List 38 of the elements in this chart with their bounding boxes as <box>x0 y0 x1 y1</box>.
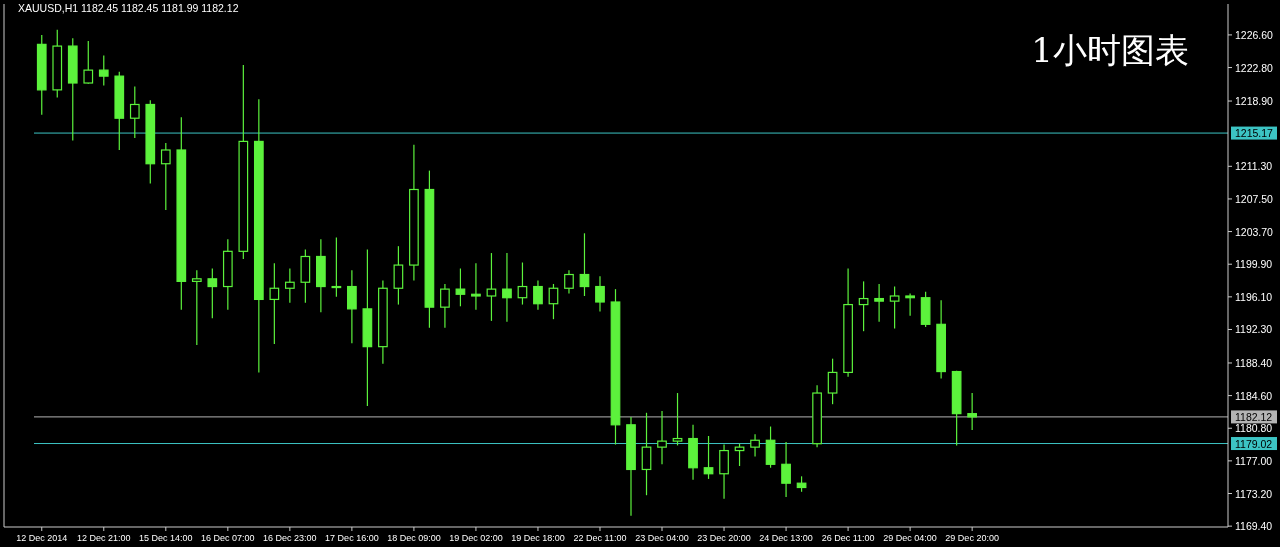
y-tick-label: 1211.30 <box>1235 160 1273 173</box>
annotation: 1小时图表 <box>1031 30 1189 70</box>
x-tick-label: 23 Dec 04:00 <box>635 533 689 543</box>
ref-line-label: 1215.17 <box>1235 127 1274 140</box>
x-tick-label: 19 Dec 02:00 <box>449 533 503 543</box>
x-tick-label: 12 Dec 2014 <box>16 533 68 543</box>
x-tick-label: 16 Dec 07:00 <box>201 533 255 543</box>
y-tick-label: 1184.60 <box>1235 389 1273 402</box>
x-tick-label: 12 Dec 21:00 <box>77 533 131 543</box>
y-tick-label: 1226.60 <box>1235 28 1274 41</box>
x-tick-label: 16 Dec 23:00 <box>263 533 317 543</box>
x-tick-label: 24 Dec 13:00 <box>759 533 813 543</box>
x-tick-label: 23 Dec 20:00 <box>697 533 751 543</box>
x-tick-label: 22 Dec 11:00 <box>573 533 627 543</box>
y-tick-label: 1196.10 <box>1235 290 1273 303</box>
x-tick-label: 18 Dec 09:00 <box>387 533 441 543</box>
x-tick-label: 17 Dec 16:00 <box>325 533 379 543</box>
x-tick-label: 29 Dec 04:00 <box>883 533 937 543</box>
chart-title: XAUUSD,H1 1182.45 1182.45 1181.99 1182.12 <box>18 2 239 14</box>
x-tick-label: 15 Dec 14:00 <box>139 533 193 543</box>
y-tick-label: 1199.90 <box>1235 258 1273 271</box>
y-tick-label: 1222.80 <box>1235 61 1274 74</box>
y-tick-label: 1169.40 <box>1235 520 1273 533</box>
ref-label: 1179.02 <box>1231 437 1277 451</box>
y-tick-label: 1173.20 <box>1235 487 1273 500</box>
x-tick-label: 19 Dec 18:00 <box>511 533 565 543</box>
y-tick-label: 1192.30 <box>1235 323 1273 336</box>
y-tick-label: 1207.50 <box>1235 192 1274 205</box>
ref-line-label: 1182.12 <box>1235 410 1273 423</box>
x-tick-label: 29 Dec 20:00 <box>945 533 999 543</box>
y-tick-label: 1203.70 <box>1235 225 1274 238</box>
ref-line-label: 1179.02 <box>1235 437 1273 450</box>
y-tick-label: 1218.90 <box>1235 95 1274 108</box>
x-tick-label: 26 Dec 11:00 <box>821 533 875 543</box>
y-tick-label: 1177.00 <box>1235 454 1273 467</box>
ref-label: 1182.12 <box>1231 410 1277 424</box>
y-tick-label: 1188.40 <box>1235 356 1273 369</box>
y-tick-label: 1180.80 <box>1235 422 1273 435</box>
